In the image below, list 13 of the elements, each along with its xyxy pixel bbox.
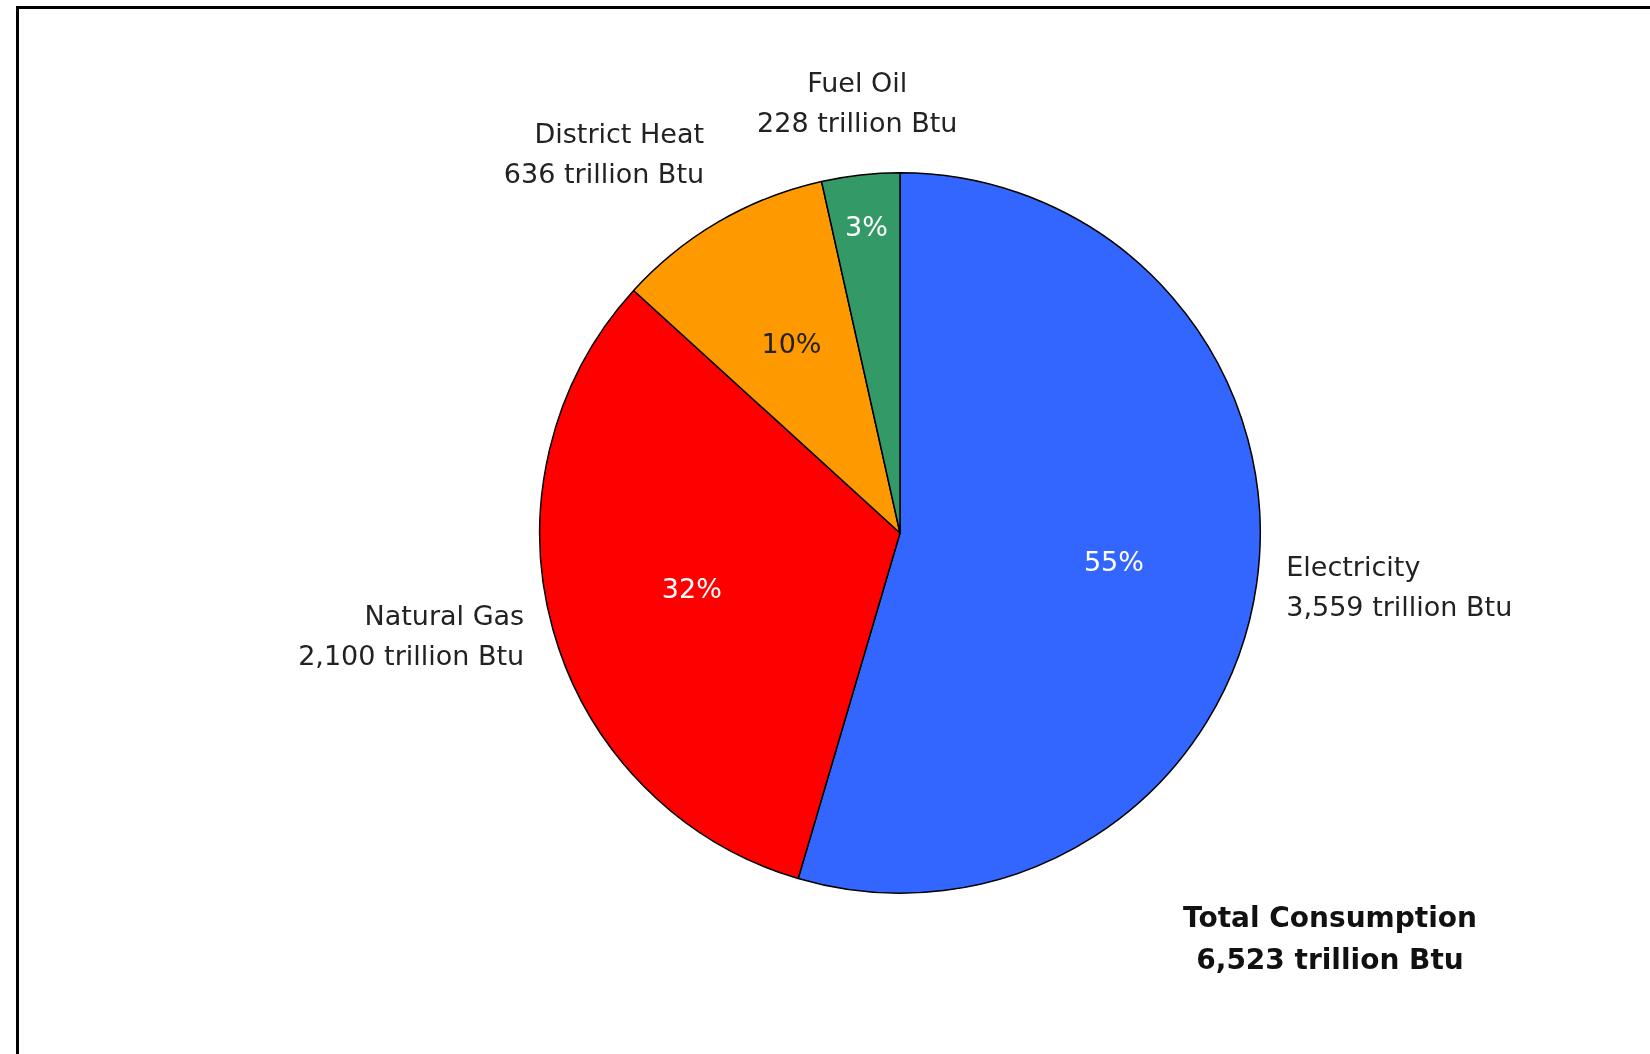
text: Total Consumption 6,523 trillion Btu [1183, 901, 1477, 977]
slice-label: Natural Gas [364, 600, 525, 632]
data-label: 228 trillion Btu [757, 107, 958, 139]
slice-label: Fuel Oil [807, 67, 908, 99]
data-label: 636 trillion Btu [503, 157, 705, 189]
text: 10% [761, 328, 822, 360]
slice-label: District Heat [534, 117, 705, 149]
slice-label: Electricity [1286, 550, 1421, 582]
text: 55% [1083, 545, 1144, 577]
text: 3% [845, 210, 888, 242]
text: 32% [661, 573, 722, 605]
data-label: 2,100 trillion Btu [298, 640, 525, 672]
data-label: 3,559 trillion Btu [1286, 590, 1513, 622]
